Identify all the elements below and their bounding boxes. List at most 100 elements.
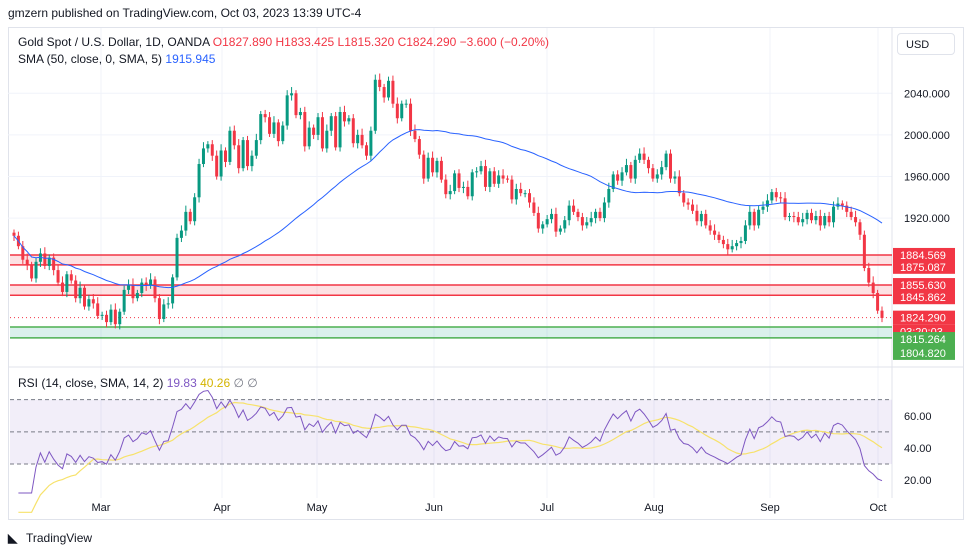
candle-body [135,292,139,299]
candle-body [47,257,51,266]
candle-body [347,118,351,122]
candle-body [228,130,232,162]
candle-body [576,211,580,218]
candle-body [532,202,536,213]
candle-body [862,234,866,269]
candle-body [466,186,470,197]
candle-body [774,192,778,198]
candle-body [96,303,100,316]
candle-body [673,176,677,179]
candle-body [342,112,346,122]
candle-body [558,228,562,232]
candle-body [554,213,558,232]
published-info: gmzern published on TradingView.com, Oct… [8,6,362,20]
candle-body [638,153,642,160]
price-label-text: 1804.820 [900,348,946,360]
candle-body [237,145,241,169]
candle-body [461,186,465,188]
candle-body [818,216,822,226]
candle-body [254,140,258,156]
x-tick-label: Jul [540,502,554,514]
candle-body [179,230,183,238]
candle-body [131,284,135,299]
candle-body [60,282,64,292]
candle-body [312,127,316,135]
candle-body [285,95,289,126]
price-label-text: 1855.630 [900,280,946,292]
candle-body [153,279,157,299]
candle-body [250,155,254,167]
candle-body [743,225,747,241]
candle-body [611,174,615,189]
candle-body [730,246,734,250]
footer-brand[interactable]: ◣ TradingView [8,531,92,545]
candle-body [232,130,236,146]
candle-body [695,210,699,222]
tradingview-logo-icon: ◣ [8,531,18,545]
price-label-badge [893,290,955,305]
candle-body [505,178,509,180]
candle-body [823,216,827,226]
candle-body [827,216,831,223]
x-tick-label: Oct [869,502,886,514]
candle-body [880,310,884,318]
candle-body [378,79,382,88]
candle-body [669,153,673,179]
candle-body [849,211,853,218]
rsi-label: RSI (14, close, SMA, 14, 2) [18,376,164,390]
candle-body [708,225,712,231]
candle-body [642,153,646,160]
candle-body [69,274,73,281]
candle-body [721,239,725,245]
candle-body [206,144,210,149]
candle-body [78,287,82,299]
candle-body [422,154,426,179]
candle-body [453,173,457,192]
rsi-tick-label: 60.00 [904,411,932,423]
candle-body [691,204,695,211]
candle-body [395,103,399,119]
candle-body [470,172,474,197]
currency-button[interactable]: USD [897,33,955,55]
candle-body [765,200,769,207]
candle-body [82,287,86,307]
ohlc-values: O1827.890 H1833.425 L1815.320 C1824.290 … [212,35,550,49]
x-tick-label: Mar [92,502,111,514]
candle-body [122,289,126,312]
price-label-text: 1875.087 [900,262,946,274]
candle-body [307,127,311,147]
candle-body [752,211,756,226]
candle-body [616,174,620,181]
candle-body [620,172,624,181]
candle-body [272,122,276,134]
candle-body [444,179,448,195]
candle-body [303,112,307,147]
candle-body [876,292,880,311]
candle-body [351,118,355,144]
candle-body [602,202,606,219]
candle-body [510,179,514,200]
candle-body [594,211,598,219]
candle-body [832,206,836,223]
candle-body [514,188,518,200]
price-label-text: 1884.569 [900,250,946,262]
candle-body [655,174,659,179]
candle-body [448,191,452,195]
candle-body [699,213,703,222]
candle-body [276,122,280,142]
candle-body [52,257,56,271]
brand-label: TradingView [26,531,93,545]
candle-body [30,264,34,279]
candle-body [757,209,761,226]
x-tick-label: Aug [644,502,664,514]
candle-body [157,298,161,319]
y-tick-label: 2040.000 [904,88,950,100]
candle-body [281,125,285,142]
candle-body [241,140,245,169]
candle-body [810,212,814,221]
candle-body [387,80,391,98]
x-tick-label: Sep [760,502,780,514]
candle-body [369,130,373,156]
price-label-badge [893,332,955,347]
